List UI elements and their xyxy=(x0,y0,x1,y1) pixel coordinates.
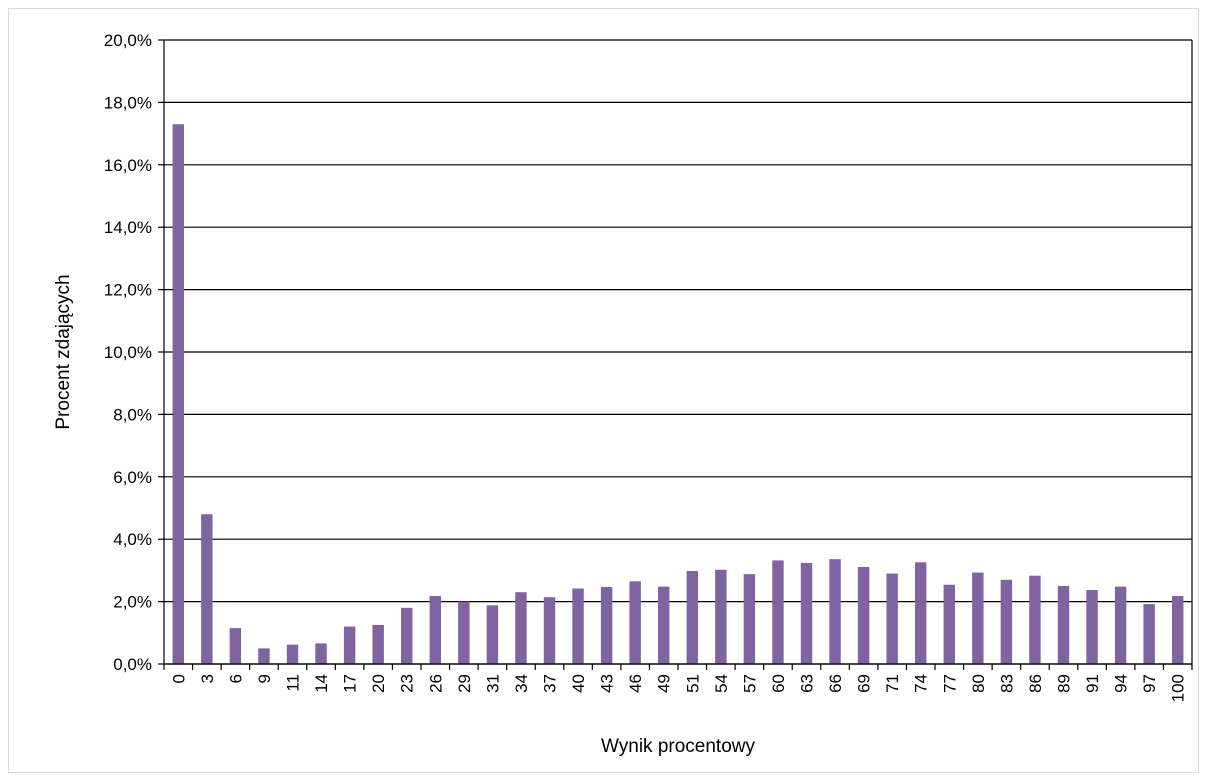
x-tick-label: 97 xyxy=(1140,674,1159,693)
x-tick-label: 43 xyxy=(598,674,617,693)
x-tick-label: 46 xyxy=(626,674,645,693)
x-tick-label: 3 xyxy=(198,674,217,683)
bar xyxy=(1029,575,1041,664)
x-tick-label: 14 xyxy=(312,674,331,693)
bar xyxy=(429,595,441,664)
bar xyxy=(401,607,413,664)
x-tick-label: 26 xyxy=(426,674,445,693)
gridlines xyxy=(164,39,1192,665)
x-tick-label: 60 xyxy=(769,674,788,693)
bar xyxy=(543,597,556,664)
y-tick-label: 12,0% xyxy=(104,281,152,300)
y-tick-label: 8,0% xyxy=(113,405,152,424)
x-tick-label: 49 xyxy=(655,674,674,693)
bars xyxy=(172,124,1184,665)
bar xyxy=(715,569,727,664)
chart-frame: 0,0% 2,0% 4,0% 6,0% 8,0% 10,0% 12,0% 14,0% 16,0%… xyxy=(8,8,1199,773)
x-tick-label: 100 xyxy=(1169,674,1188,702)
x-axis-title: Wynik procentowy xyxy=(601,736,755,757)
x-tick-label: 23 xyxy=(398,674,417,693)
bar xyxy=(372,625,384,664)
bar xyxy=(686,571,698,664)
bar xyxy=(1143,604,1155,664)
x-tick-label: 83 xyxy=(997,674,1016,693)
x-tick-label: 66 xyxy=(826,674,845,693)
x-tick-label: 6 xyxy=(226,674,245,683)
y-tick-labels: 0,0% 2,0% 4,0% 6,0% 8,0% 10,0% 12,0% 14,0% 16,0%… xyxy=(104,31,152,674)
x-tick-label: 77 xyxy=(940,674,959,693)
x-tick-label: 17 xyxy=(341,674,360,693)
bar xyxy=(572,588,584,664)
y-tick-label: 14,0% xyxy=(104,218,152,237)
y-tick-label: 6,0% xyxy=(113,468,152,487)
y-tick-label: 10,0% xyxy=(104,343,152,362)
x-tick-label: 69 xyxy=(855,674,874,693)
bar xyxy=(886,573,898,664)
bar xyxy=(172,124,184,665)
bar xyxy=(600,586,613,664)
x-tick-label: 74 xyxy=(912,674,931,693)
bar xyxy=(1057,586,1070,664)
x-tick-label: 37 xyxy=(541,674,560,693)
bar xyxy=(1000,579,1013,664)
bar-chart: 0,0% 2,0% 4,0% 6,0% 8,0% 10,0% 12,0% 14,0% 16,0%… xyxy=(53,31,1193,757)
x-tick-label: 31 xyxy=(483,674,502,693)
bar xyxy=(943,584,955,664)
bar xyxy=(201,514,213,664)
y-tick-label: 0,0% xyxy=(113,655,152,674)
y-tick-label: 2,0% xyxy=(113,593,152,612)
x-tick-label: 89 xyxy=(1055,674,1074,693)
bar xyxy=(972,572,984,664)
x-tick-label: 54 xyxy=(712,674,731,693)
x-tick-label: 63 xyxy=(798,674,817,693)
bar xyxy=(486,605,499,664)
x-tick-label: 9 xyxy=(255,674,274,683)
bar xyxy=(772,560,784,664)
bar xyxy=(1172,595,1184,664)
x-tick-label: 0 xyxy=(169,674,188,683)
bar xyxy=(1086,590,1098,664)
bar xyxy=(800,562,813,664)
x-tick-label: 11 xyxy=(284,674,303,692)
x-tick-label: 71 xyxy=(883,674,902,693)
x-tick-label: 40 xyxy=(569,674,588,693)
x-tick-label: 94 xyxy=(1112,674,1131,693)
bar xyxy=(829,559,841,664)
x-tick-label: 86 xyxy=(1026,674,1045,693)
x-tick-label: 91 xyxy=(1083,674,1102,693)
y-tick-label: 4,0% xyxy=(113,530,152,549)
x-tick-label: 80 xyxy=(969,674,988,693)
y-tick-label: 18,0% xyxy=(104,93,152,112)
bar xyxy=(629,581,641,664)
y-tick-label: 20,0% xyxy=(104,31,152,50)
bar xyxy=(286,644,299,664)
bar xyxy=(658,586,670,664)
bar xyxy=(515,592,527,664)
x-tick-label: 20 xyxy=(369,674,388,693)
bar xyxy=(343,626,356,664)
y-axis-title: Procent zdających xyxy=(53,274,74,429)
axes xyxy=(158,39,1193,670)
bar xyxy=(1114,586,1127,664)
bar xyxy=(915,562,927,664)
bar xyxy=(229,628,242,664)
x-tick-label: 57 xyxy=(740,674,759,693)
bar xyxy=(743,574,756,664)
bar xyxy=(458,601,470,664)
y-tick-label: 16,0% xyxy=(104,156,152,175)
bar xyxy=(857,566,870,664)
bar xyxy=(315,643,327,664)
x-tick-label: 34 xyxy=(512,674,531,693)
x-tick-label: 29 xyxy=(455,674,474,693)
x-tick-labels: 0 3 6 9 11 14 17 20 23 26 29 31 34 37 40 43 46 49 51 54 57 60… xyxy=(169,674,1187,702)
bar xyxy=(258,648,270,664)
x-tick-label: 51 xyxy=(683,674,702,693)
